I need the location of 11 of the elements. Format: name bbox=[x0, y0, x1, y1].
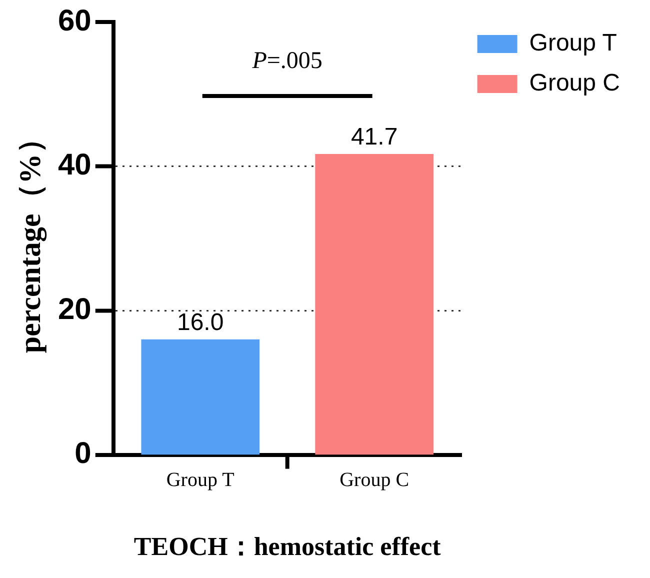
y-tick-label: 40 bbox=[58, 148, 92, 182]
data-label: 16.0 bbox=[176, 309, 224, 336]
data-label: 41.7 bbox=[350, 124, 398, 151]
x-axis-title: TEOCH：hemostatic effect bbox=[134, 532, 442, 562]
legend-label: Group C bbox=[529, 70, 620, 97]
y-axis-title: percentage（%） bbox=[14, 124, 47, 354]
y-tick-label: 60 bbox=[58, 4, 92, 38]
annotation: P=.005 bbox=[251, 48, 322, 74]
y-tick-label: 0 bbox=[74, 437, 92, 470]
legend-label: Group T bbox=[529, 30, 618, 57]
y-tick-label: 20 bbox=[58, 292, 92, 326]
